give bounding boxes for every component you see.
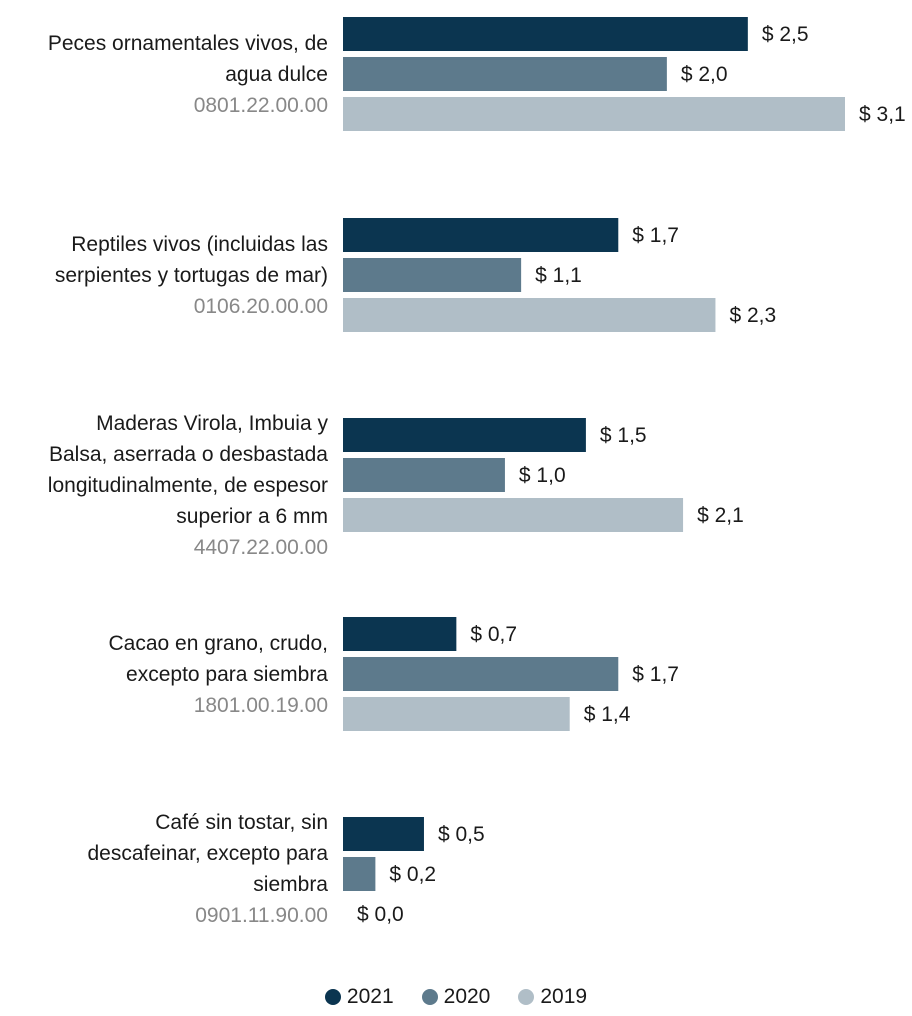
value-label-2020-cat-3: $ 1,7 <box>632 663 679 686</box>
bar-2020-cat-4 <box>343 857 376 891</box>
legend-label: 2019 <box>540 985 588 1008</box>
legend-dot-icon <box>421 989 438 1005</box>
category-code: 1801.00.19.00 <box>193 693 328 717</box>
value-label-2020-cat-0: $ 2,0 <box>681 63 728 86</box>
legend-item-2019: 2019 <box>518 985 587 1009</box>
category-name-line: agua dulce <box>225 62 328 86</box>
category-name-line: superior a 6 mm <box>176 505 328 528</box>
category-name-line: Café sin tostar, sin <box>155 811 328 834</box>
category-name-line: Balsa, aserrada o desbastada <box>48 443 328 466</box>
bar-2021-cat-4 <box>343 817 424 851</box>
value-label-2019-cat-3: $ 1,4 <box>584 703 631 726</box>
legend-item-2020: 2020 <box>421 985 491 1009</box>
value-label-2021-cat-2: $ 1,5 <box>600 424 647 447</box>
value-label-2021-cat-0: $ 2,5 <box>762 23 809 46</box>
legend-item-2021: 2021 <box>324 985 394 1009</box>
legend: 2021 2020 2019 <box>0 985 912 1009</box>
category-code: 0106.20.00.00 <box>193 294 328 318</box>
category-name-line: longitudinalmente, de espesor <box>47 474 328 497</box>
bar-2019-cat-3 <box>343 697 570 731</box>
category-name-line: serpientes y tortugas de mar) <box>54 263 328 287</box>
category-label-0: Peces ornamentales vivos, de agua dulce 08… <box>48 28 328 121</box>
bar-2021-cat-0 <box>343 17 748 51</box>
value-label-2021-cat-1: $ 1,7 <box>632 224 679 247</box>
value-label-2021-cat-4: $ 0,5 <box>438 823 485 846</box>
value-label-2020-cat-2: $ 1,0 <box>519 464 566 487</box>
category-label-4: Café sin tostar, sin descafeinar, excepto… <box>88 807 329 931</box>
legend-label: 2021 <box>346 985 394 1008</box>
bar-2021-cat-3 <box>343 617 457 651</box>
bar-2019-cat-1 <box>343 298 716 332</box>
category-name-line: descafeinar, excepto para <box>87 842 329 865</box>
category-label-1: Reptiles vivos (incluidas las serpientes … <box>55 229 328 322</box>
value-label-2019-cat-4: $ 0,0 <box>357 903 404 926</box>
bar-2019-cat-0 <box>343 97 845 131</box>
legend-dot-icon <box>324 989 341 1005</box>
category-label-3: Cacao en grano, crudo, excepto para siemb… <box>109 628 328 721</box>
bar-2020-cat-1 <box>343 258 522 292</box>
legend-dot-icon <box>518 989 535 1005</box>
bar-2020-cat-0 <box>343 57 667 91</box>
value-label-2019-cat-2: $ 2,1 <box>697 504 744 527</box>
bar-2021-cat-1 <box>343 218 619 252</box>
bar-2019-cat-2 <box>343 498 684 532</box>
legend-label: 2020 <box>443 985 491 1008</box>
bar-2020-cat-3 <box>343 657 619 691</box>
bar-2020-cat-2 <box>343 458 505 492</box>
value-label-2021-cat-3: $ 0,7 <box>470 623 517 646</box>
category-code: 0901.11.90.00 <box>195 904 328 927</box>
value-label-2019-cat-1: $ 2,3 <box>729 304 776 327</box>
category-code: 4407.22.00.00 <box>193 536 328 559</box>
value-label-2019-cat-0: $ 3,1 <box>859 103 906 126</box>
category-name-line: Reptiles vivos (incluidas las <box>71 232 328 256</box>
category-name-line: Peces ornamentales vivos, de <box>47 31 328 55</box>
category-name-line: Maderas Virola, Imbuia y <box>96 412 328 435</box>
value-label-2020-cat-1: $ 1,1 <box>535 264 582 287</box>
category-name-line: siembra <box>253 873 328 896</box>
category-code: 0801.22.00.00 <box>193 93 328 117</box>
value-label-2020-cat-4: $ 0,2 <box>389 863 436 886</box>
category-name-line: excepto para siembra <box>126 662 328 686</box>
category-name-line: Cacao en grano, crudo, <box>108 631 328 655</box>
bar-2021-cat-2 <box>343 418 586 452</box>
category-label-2: Maderas Virola, Imbuia y Balsa, aserrada … <box>48 408 328 563</box>
